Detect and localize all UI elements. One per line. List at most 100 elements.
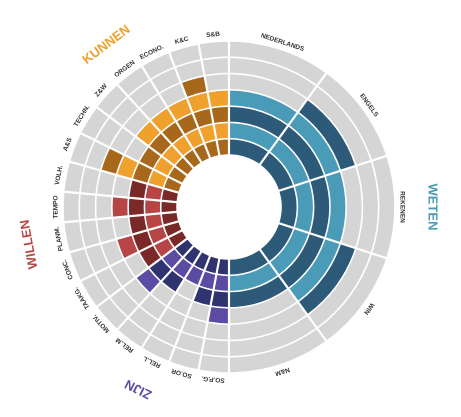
ring-cell — [80, 167, 100, 194]
bar-segment — [193, 108, 213, 128]
bar — [182, 76, 219, 158]
ring-cell — [96, 118, 122, 147]
bar-segment — [280, 126, 324, 180]
bar — [208, 90, 228, 155]
ring-cell — [110, 127, 135, 154]
ring-cell — [199, 41, 228, 59]
bar-segment — [148, 226, 167, 244]
bar-segment — [161, 212, 178, 225]
ring-cell — [70, 249, 94, 280]
bar-segment — [161, 201, 177, 213]
ring-cell — [113, 217, 131, 238]
bar-segment — [199, 271, 216, 290]
bar — [185, 252, 209, 285]
ring-cell — [96, 267, 122, 296]
bar-segment — [182, 76, 207, 97]
ring-cell — [176, 332, 204, 354]
ring-cell — [101, 240, 123, 266]
category-label: K&C — [174, 35, 190, 46]
bar-segment — [139, 147, 161, 168]
bar-segment — [270, 139, 309, 185]
ring-cell — [142, 53, 174, 79]
ring-cell — [151, 321, 180, 346]
bar-segment — [101, 148, 123, 174]
ring-cell — [129, 80, 158, 108]
bar-segment — [129, 180, 147, 199]
bar — [208, 259, 228, 324]
bar-segment — [136, 269, 160, 293]
category-label: SO.P.G. — [201, 374, 225, 383]
ring-cell — [97, 171, 116, 196]
bar — [162, 246, 201, 292]
category-label: VOLH. — [54, 165, 65, 186]
bar-segment — [270, 229, 309, 275]
category-label: WIN — [362, 301, 375, 316]
ring-cell — [96, 195, 112, 219]
bar-segment — [205, 140, 219, 158]
bar-segment — [299, 100, 355, 170]
ring-cell — [86, 244, 109, 273]
bar-segment — [326, 172, 346, 242]
ring-cell — [142, 335, 174, 361]
bar-segment — [260, 224, 293, 261]
bar — [117, 222, 182, 258]
bar-segment — [230, 250, 268, 275]
bar — [139, 147, 187, 183]
ring-cell — [97, 85, 127, 116]
ring-cell — [230, 58, 316, 98]
ring-cell — [125, 253, 148, 277]
bar-segment — [117, 156, 138, 179]
bar-segment — [217, 259, 228, 275]
ring-cell — [187, 302, 210, 322]
bar-segment — [185, 266, 204, 285]
category-label: REKENEN — [398, 191, 405, 223]
bar-segment — [187, 92, 210, 112]
bar-segment — [154, 157, 174, 176]
category-label: CONC. — [61, 258, 75, 280]
category-label: PLANM. — [53, 226, 64, 252]
bar-segment — [205, 256, 219, 274]
ring-cell — [308, 249, 371, 327]
ring-cell — [160, 83, 186, 107]
bar-segment — [260, 153, 293, 190]
bar-segment — [148, 170, 167, 188]
ring-cell — [151, 68, 180, 93]
ring-cell — [70, 134, 94, 165]
bar-segment — [279, 187, 297, 227]
ring-cell — [118, 67, 149, 96]
ring-cell — [230, 303, 307, 340]
ring-cell — [372, 156, 395, 258]
ring-cell — [177, 280, 198, 300]
bar-segment — [128, 198, 144, 216]
bar-segment — [194, 144, 209, 162]
bar-segment — [175, 157, 193, 175]
bar-segment — [161, 189, 178, 202]
group-label: ZIJN — [122, 377, 154, 403]
ring-cell — [230, 41, 326, 85]
ring-cell — [341, 167, 362, 247]
ring-cell — [110, 260, 135, 287]
ring-cell — [64, 162, 84, 193]
ring-cell — [129, 306, 158, 334]
ring-cell — [230, 316, 316, 356]
bar-segment — [149, 133, 171, 155]
bar-segment — [133, 231, 153, 251]
category-label: N&M — [274, 366, 290, 377]
bar-segment — [199, 124, 216, 143]
group-label: WILLEN — [16, 219, 40, 271]
bar-segment — [230, 263, 278, 291]
bar — [168, 98, 209, 162]
group-label: WETEN — [426, 184, 441, 231]
bar-segment — [162, 145, 182, 165]
bar-segment — [162, 270, 184, 292]
ring-cell — [230, 329, 326, 373]
ring-cell — [123, 109, 149, 136]
bar — [260, 224, 355, 314]
bar — [129, 180, 178, 202]
bar-segment — [145, 200, 161, 214]
ring-cell — [81, 108, 109, 139]
bar-segment — [193, 286, 213, 306]
bar-segment — [173, 136, 192, 156]
ring-cell — [176, 60, 204, 82]
ring-cell — [170, 347, 201, 370]
